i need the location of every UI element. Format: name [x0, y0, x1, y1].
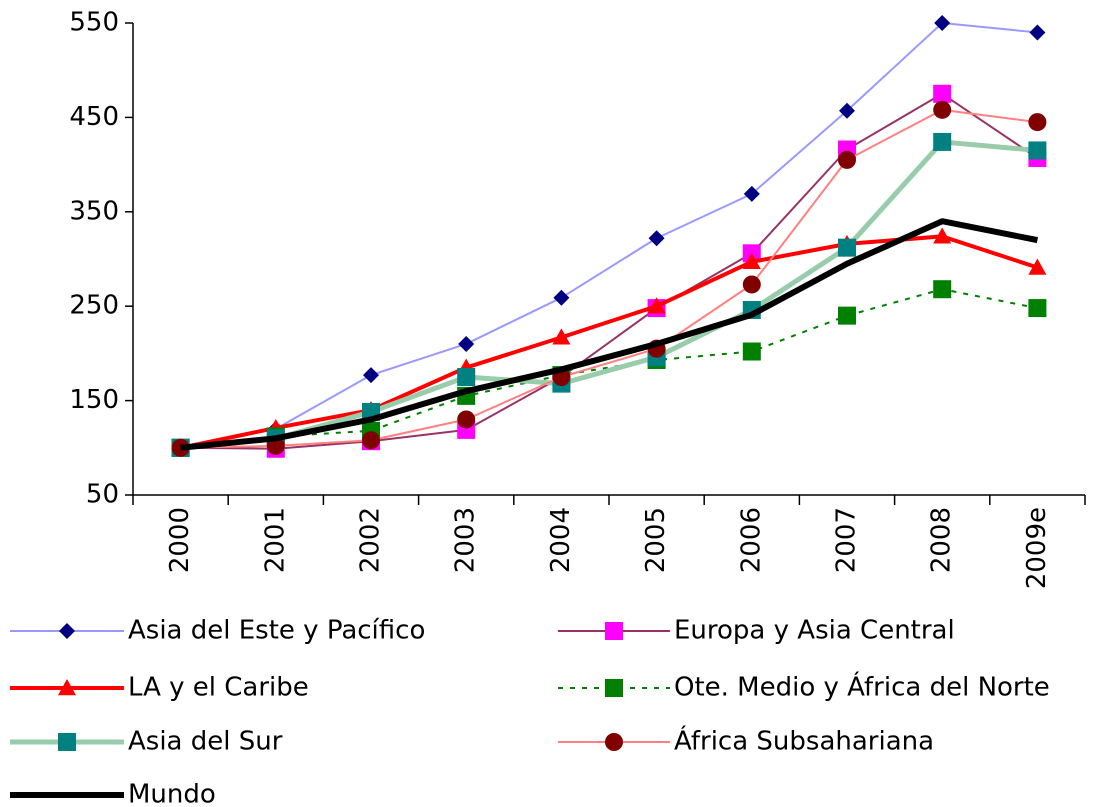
- marker: [742, 342, 761, 361]
- marker: [743, 185, 760, 202]
- legend-label: África Subsahariana: [674, 725, 934, 757]
- marker: [648, 230, 665, 247]
- series-line: [180, 218, 1038, 451]
- legend-label: Europa y Asia Central: [674, 616, 955, 646]
- marker: [838, 150, 856, 169]
- legend-marker: [58, 679, 76, 696]
- marker: [362, 431, 380, 450]
- legend-label: Ote. Medio y África del Norte: [674, 671, 1050, 703]
- series-line: [180, 288, 1038, 449]
- y-tick-label: 250: [69, 291, 119, 321]
- marker: [1029, 24, 1046, 41]
- marker: [1028, 258, 1047, 275]
- marker: [933, 84, 952, 103]
- marker: [363, 367, 379, 384]
- marker: [552, 328, 571, 345]
- legend-label: LA y el Caribe: [128, 673, 309, 703]
- marker: [933, 132, 952, 151]
- x-tick-label: 2006: [736, 507, 766, 573]
- legend-label: Mundo: [128, 780, 216, 807]
- y-tick-label: 150: [69, 385, 119, 415]
- x-tick-label: 2000: [165, 507, 195, 573]
- series-line: [180, 139, 1038, 451]
- x-tick-label: 2008: [927, 507, 957, 573]
- marker: [647, 297, 666, 314]
- marker: [934, 15, 951, 31]
- x-tick-label: 2004: [546, 507, 576, 573]
- y-tick-label: 550: [69, 8, 119, 38]
- series-line: [180, 22, 1038, 449]
- marker: [457, 368, 476, 386]
- y-tick-label: 350: [69, 196, 119, 226]
- marker: [838, 306, 856, 325]
- legend-label: Asia del Este y Pacífico: [128, 616, 425, 646]
- x-tick-label: 2007: [832, 507, 862, 573]
- x-tick-label: 2005: [641, 507, 671, 573]
- marker: [742, 275, 761, 294]
- marker: [933, 100, 952, 119]
- marker: [838, 238, 856, 257]
- marker: [1028, 113, 1047, 132]
- marker: [1028, 299, 1047, 318]
- series-line: [180, 108, 1038, 449]
- legend-marker: [59, 623, 75, 639]
- series-line: [180, 92, 1038, 450]
- x-tick-label: 2001: [260, 507, 290, 573]
- marker: [458, 335, 475, 352]
- marker: [933, 280, 952, 299]
- marker: [933, 227, 952, 244]
- x-tick-label: 2002: [356, 507, 386, 573]
- legend-marker: [605, 622, 623, 640]
- marker: [457, 410, 476, 429]
- marker: [1028, 141, 1047, 160]
- marker: [553, 289, 570, 306]
- x-tick-label: 2009e: [1022, 507, 1052, 589]
- legend-marker: [605, 733, 623, 751]
- legend-marker: [58, 733, 76, 751]
- y-tick-label: 450: [69, 102, 119, 132]
- y-tick-label: 50: [86, 480, 119, 510]
- legend-label: Asia del Sur: [128, 727, 283, 757]
- legend-marker: [605, 679, 623, 697]
- marker: [839, 102, 855, 119]
- x-tick-label: 2003: [451, 507, 481, 573]
- marker: [742, 252, 761, 270]
